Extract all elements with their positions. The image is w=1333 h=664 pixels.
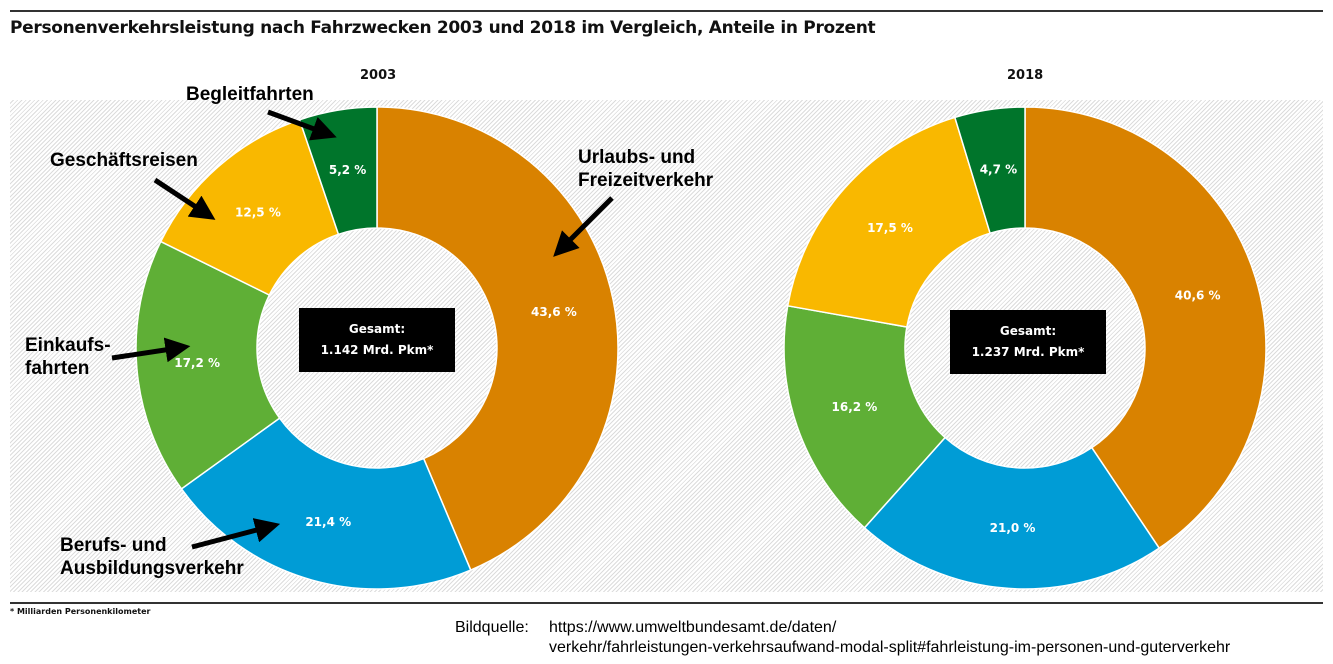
top-rule bbox=[10, 10, 1323, 12]
pie-slice bbox=[783, 304, 947, 529]
pie-slice bbox=[376, 106, 619, 572]
annotation-arrow bbox=[153, 177, 216, 220]
chart-title: Personenverkehrsleistung nach Fahrzwecke… bbox=[10, 18, 876, 38]
data-label: 17,5 % bbox=[867, 221, 913, 235]
annotation-line: fahrten bbox=[25, 358, 90, 379]
total-value: 1.237 Mrd. Pkm* bbox=[971, 345, 1085, 359]
pie-title-2003: 2003 bbox=[360, 68, 397, 83]
annotation-geschaeft: Geschäftsreisen bbox=[50, 150, 198, 171]
data-label: 4,7 % bbox=[980, 162, 1017, 176]
pie-slice bbox=[1024, 106, 1267, 550]
annotation-einkauf: Einkaufs-fahrten bbox=[25, 334, 111, 380]
total-label: Gesamt: bbox=[348, 322, 406, 336]
annotation-line: Einkaufs- bbox=[25, 335, 111, 356]
footnote: * Milliarden Personenkilometer bbox=[10, 607, 151, 616]
annotation-beruf: Berufs- und Ausbildungsverkehr bbox=[60, 534, 244, 580]
annotation-line: Urlaubs- und bbox=[578, 147, 696, 168]
pie-slice bbox=[135, 240, 281, 490]
annotation-line: Berufs- und bbox=[60, 535, 167, 556]
data-label: 21,4 % bbox=[305, 515, 351, 529]
data-label: 16,2 % bbox=[832, 400, 878, 414]
source-url-line2: verkehr/fahrleistungen-verkehrsaufwand-m… bbox=[549, 639, 1231, 656]
pie-slice bbox=[863, 436, 1161, 590]
total-label: Gesamt: bbox=[999, 324, 1057, 338]
annotation-arrow bbox=[553, 196, 614, 257]
total-box-2018: Gesamt: 1.237 Mrd. Pkm* bbox=[950, 310, 1106, 374]
pie-slice bbox=[786, 116, 992, 328]
annotation-urlaub: Urlaubs- und Freizeitverkehr bbox=[578, 146, 713, 192]
data-label: 12,5 % bbox=[235, 205, 281, 219]
data-label: 21,0 % bbox=[990, 521, 1036, 535]
data-label: 43,6 % bbox=[531, 305, 577, 319]
annotation-line: Ausbildungsverkehr bbox=[60, 558, 244, 579]
pie-title-2018: 2018 bbox=[1007, 68, 1044, 83]
pie-slice bbox=[180, 417, 472, 590]
bottom-rule bbox=[10, 602, 1323, 604]
annotation-begleit: Begleitfahrten bbox=[186, 84, 314, 105]
total-box-2003: Gesamt: 1.142 Mrd. Pkm* bbox=[299, 308, 455, 372]
total-value: 1.142 Mrd. Pkm* bbox=[320, 343, 434, 357]
data-label: 5,2 % bbox=[329, 163, 366, 177]
annotation-arrow bbox=[191, 518, 281, 550]
data-label: 40,6 % bbox=[1175, 288, 1221, 302]
source-url-line1: https://www.umweltbundesamt.de/daten/ bbox=[549, 619, 837, 636]
annotation-arrow bbox=[111, 337, 191, 363]
pie-slice bbox=[953, 106, 1026, 235]
annotation-arrow bbox=[267, 109, 337, 141]
source-label: Bildquelle: bbox=[455, 619, 529, 636]
data-label: 17,2 % bbox=[174, 356, 220, 370]
annotation-line: Freizeitverkehr bbox=[578, 170, 714, 191]
